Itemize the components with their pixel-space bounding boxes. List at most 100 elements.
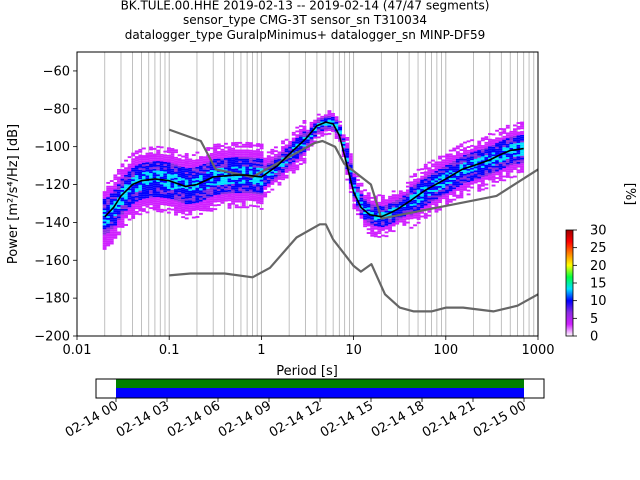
density-cell <box>166 190 171 193</box>
density-cell <box>323 116 328 119</box>
density-cell <box>199 158 203 160</box>
density-cell <box>141 210 146 212</box>
density-cell <box>195 166 200 169</box>
density-cell <box>384 227 389 230</box>
density-cell <box>306 139 310 142</box>
density-cell <box>102 238 107 241</box>
density-cell <box>441 191 446 194</box>
density-cell <box>138 184 143 187</box>
density-cell <box>181 195 186 198</box>
density-cell <box>252 197 257 200</box>
density-cell <box>156 206 161 209</box>
density-cell <box>441 195 446 198</box>
density-cell <box>366 197 371 200</box>
density-cell <box>509 176 514 179</box>
density-cell <box>209 170 214 172</box>
density-cell <box>480 154 485 157</box>
density-cell <box>452 170 457 173</box>
density-cell <box>363 200 368 203</box>
density-cell <box>488 178 492 181</box>
density-cell <box>366 201 371 204</box>
density-cell <box>170 202 175 205</box>
density-cell <box>102 204 107 207</box>
density-cell <box>238 179 243 182</box>
density-cell <box>152 153 157 156</box>
density-cell <box>505 160 510 163</box>
density-cell <box>327 110 332 113</box>
density-cell <box>491 178 496 181</box>
density-cell <box>302 161 307 164</box>
density-cell <box>216 158 221 161</box>
density-cell <box>409 188 414 191</box>
density-cell <box>216 190 221 193</box>
density-cell <box>356 175 360 178</box>
density-cell <box>238 164 243 167</box>
density-cell <box>206 200 211 203</box>
density-cell <box>398 190 403 193</box>
density-cell <box>241 162 246 165</box>
density-cell <box>138 200 143 202</box>
density-cell <box>195 163 200 165</box>
density-cell <box>174 190 178 193</box>
density-cell <box>184 179 189 182</box>
density-cell <box>199 167 203 170</box>
density-cell <box>106 185 111 188</box>
density-cell <box>505 170 510 173</box>
density-cell <box>113 187 118 190</box>
density-cell <box>366 199 371 202</box>
density-cell <box>402 193 407 196</box>
density-cell <box>498 164 503 166</box>
density-cell <box>252 155 257 158</box>
density-cell <box>438 172 442 175</box>
density-cell <box>470 156 475 159</box>
density-cell <box>131 198 136 200</box>
density-cell <box>120 165 125 168</box>
density-cell <box>195 216 200 218</box>
density-cell <box>513 141 517 144</box>
density-cell <box>238 153 243 156</box>
density-cell <box>356 196 360 199</box>
density-cell <box>448 162 453 165</box>
density-cell <box>263 170 268 173</box>
x-tick-label: 10 <box>345 343 362 358</box>
density-cell <box>166 170 171 172</box>
density-cell <box>488 146 492 149</box>
density-cell <box>363 213 368 216</box>
density-cell <box>484 149 489 152</box>
density-cell <box>316 121 321 124</box>
density-cell <box>138 162 143 165</box>
density-cell <box>398 216 403 219</box>
density-cell <box>120 172 125 175</box>
density-cell <box>184 171 189 174</box>
density-cell <box>238 200 243 203</box>
density-cell <box>270 156 275 159</box>
density-cell <box>209 187 214 189</box>
density-cell <box>281 165 285 167</box>
density-cell <box>363 221 368 224</box>
density-cell <box>209 190 214 193</box>
density-cell <box>106 189 111 192</box>
density-cell <box>459 177 464 180</box>
density-cell <box>131 158 136 161</box>
density-cell <box>513 160 517 163</box>
density-cell <box>438 178 442 181</box>
density-cell <box>320 121 325 124</box>
density-cell <box>259 143 264 146</box>
density-cell <box>498 162 503 165</box>
density-cell <box>352 173 357 176</box>
density-cell <box>188 196 193 199</box>
density-cell <box>302 144 307 147</box>
density-cell <box>152 161 157 164</box>
density-cell <box>213 193 218 195</box>
density-cell <box>127 171 132 174</box>
density-cell <box>234 164 239 167</box>
density-cell <box>377 232 382 235</box>
density-cell <box>402 208 407 211</box>
density-cell <box>127 169 132 172</box>
density-cell <box>291 162 296 165</box>
density-cell <box>134 188 139 191</box>
density-cell <box>516 144 521 147</box>
density-cell <box>159 163 164 166</box>
density-cell <box>359 211 364 214</box>
density-cell <box>248 172 253 175</box>
